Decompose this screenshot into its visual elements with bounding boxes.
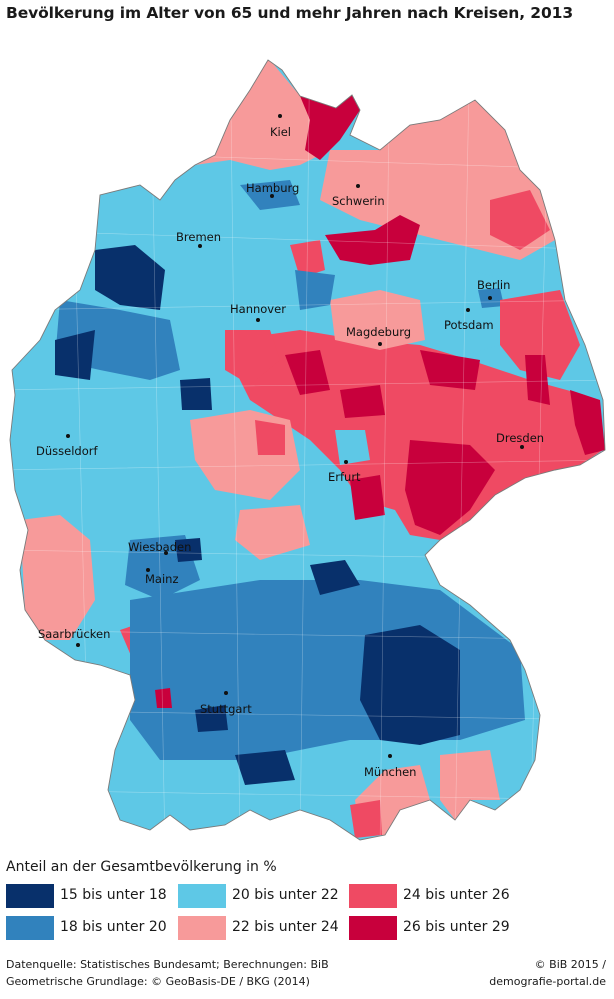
legend-item-0: 15 bis unter 18 [6,884,186,908]
region-palatinate-red [155,688,172,708]
city-label-kiel: Kiel [270,125,291,139]
city-berlin: Berlin [477,278,510,300]
credit-line-1: © BiB 2015 / [534,958,606,971]
region-southeast-light [440,750,500,820]
region-emsland-dark [95,245,165,310]
region-garmisch-red [350,800,382,838]
region-wiesbaden-dark [175,538,202,562]
city-label-berlin: Berlin [477,278,510,292]
city-dresden: Dresden [496,431,544,449]
legend-title: Anteil an der Gesamtbevölkerung in % [6,859,277,875]
region-franconia-light [235,505,310,560]
region-saxony-dark-6 [525,355,550,405]
region-mv-red-3 [290,240,325,278]
region-swabia-dark [235,750,295,785]
legend-label-0: 15 bis unter 18 [60,887,167,903]
city-label-erfurt: Erfurt [328,470,361,484]
legend-label-2: 20 bis unter 22 [232,887,339,903]
region-bw-lightblue [108,760,200,830]
legend-swatch-5 [349,916,397,940]
city-kiel: Kiel [270,114,291,139]
region-saxony-dark-4 [285,350,330,395]
legend-item-1: 18 bis unter 20 [6,916,186,940]
city-label-magdeburg: Magdeburg [346,325,411,339]
region-nrw-dark [55,330,95,380]
region-hamburg-blue [240,180,300,210]
region-saxony-dark-1 [420,350,480,390]
region-mv-red-1 [490,190,550,250]
city-label-saarbruecken: Saarbrücken [38,627,110,641]
legend-label-4: 24 bis unter 26 [403,887,510,903]
germany-choropleth-map: Kiel Hamburg Schwerin Bremen Berlin Pots… [9,59,606,841]
region-thuringia-dark [350,475,385,520]
credit-note: © BiB 2015 / demografie-portal.de [489,956,606,990]
legend-item-5: 26 bis unter 29 [349,916,529,940]
legend-label-5: 26 bis unter 29 [403,919,510,935]
city-label-dresden: Dresden [496,431,544,445]
legend-item-4: 24 bis unter 26 [349,884,529,908]
city-stuttgart: Stuttgart [200,691,252,716]
city-bremen: Bremen [176,230,221,248]
city-schwerin: Schwerin [332,184,385,208]
legend-label-3: 22 bis unter 24 [232,919,339,935]
city-label-stuttgart: Stuttgart [200,702,252,716]
city-duesseldorf: Düsseldorf [36,434,98,458]
legend-item-3: 22 bis unter 24 [178,916,358,940]
city-label-mainz: Mainz [145,572,179,586]
legend-swatch-4 [349,884,397,908]
legend-label-1: 18 bis unter 20 [60,919,167,935]
source-line-2: Geometrische Grundlage: © GeoBasis-DE / … [6,975,310,988]
city-label-bremen: Bremen [176,230,221,244]
credit-link[interactable]: demografie-portal.de [489,975,606,988]
map-title: Bevölkerung im Alter von 65 und mehr Jah… [6,4,574,22]
region-saxony-dark-2 [405,440,495,535]
city-potsdam: Potsdam [444,308,494,332]
region-bavaria-dark [360,625,460,745]
map-legend: 15 bis unter 18 18 bis unter 20 20 bis u… [6,884,606,944]
city-wiesbaden: Wiesbaden [128,540,191,555]
city-mainz: Mainz [145,568,179,586]
region-kiel-east [300,95,360,160]
city-label-duesseldorf: Düsseldorf [36,444,98,458]
city-muenchen: München [364,754,416,779]
city-label-potsdam: Potsdam [444,318,494,332]
city-erfurt: Erfurt [328,460,361,484]
region-east-red [500,290,580,380]
legend-swatch-0 [6,884,54,908]
city-label-hannover: Hannover [230,302,286,316]
region-lower-saxony-red [225,330,280,385]
region-nrw-dark-2 [180,378,212,410]
city-hannover: Hannover [230,302,286,322]
legend-item-2: 20 bis unter 22 [178,884,358,908]
city-saarbruecken: Saarbrücken [38,627,110,647]
region-rhineland-light [20,515,95,640]
district-boundaries [10,60,605,840]
region-stuttgart-dark [195,705,228,732]
city-magdeburg: Magdeburg [346,325,411,346]
city-hamburg: Hamburg [246,181,299,198]
city-label-schwerin: Schwerin [332,194,385,208]
legend-swatch-3 [178,916,226,940]
legend-swatch-2 [178,884,226,908]
region-erfurt-blue [335,430,370,465]
city-label-hamburg: Hamburg [246,181,299,195]
city-label-muenchen: München [364,765,416,779]
city-labels: Kiel Hamburg Schwerin Bremen Berlin Pots… [36,114,544,779]
region-hesse-red [255,420,285,455]
region-ns-blue [295,270,335,310]
region-saxony-dark-3 [570,390,605,455]
source-line-1: Datenquelle: Statistisches Bundesamt; Be… [6,958,329,971]
region-nuremberg-dark [310,560,360,595]
region-saxony-dark-5 [340,385,385,418]
region-lightred-sa [330,290,425,350]
region-mv-red-2 [325,215,420,265]
source-note: Datenquelle: Statistisches Bundesamt; Be… [6,956,329,990]
legend-swatch-1 [6,916,54,940]
city-label-wiesbaden: Wiesbaden [128,540,191,554]
